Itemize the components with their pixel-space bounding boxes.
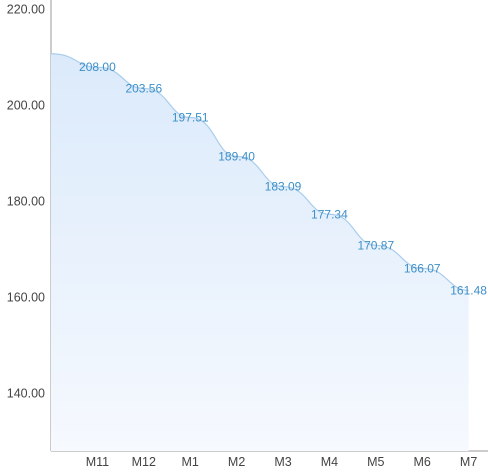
x-tick-label: M3 bbox=[274, 455, 291, 469]
x-tick-label: M4 bbox=[321, 455, 338, 469]
x-tick-label: M2 bbox=[228, 455, 245, 469]
data-label: 189.40 bbox=[218, 149, 255, 163]
series-area bbox=[50, 53, 469, 451]
data-label: 170.87 bbox=[357, 238, 394, 252]
data-label: 183.09 bbox=[265, 180, 302, 194]
data-label: 161.48 bbox=[450, 283, 487, 297]
area-fill bbox=[51, 53, 469, 451]
x-tick-label: M6 bbox=[414, 455, 431, 469]
y-tick-label: 180.00 bbox=[7, 195, 45, 209]
data-label: 208.00 bbox=[79, 60, 116, 74]
series-line bbox=[50, 53, 469, 291]
x-tick-label: M12 bbox=[132, 455, 156, 469]
x-tick-label: M7 bbox=[460, 455, 477, 469]
data-label: 197.51 bbox=[172, 110, 209, 124]
data-label: 177.34 bbox=[311, 207, 348, 221]
y-tick-label: 200.00 bbox=[7, 99, 45, 113]
y-tick-label: 140.00 bbox=[7, 386, 45, 400]
x-tick-label: M5 bbox=[367, 455, 384, 469]
y-axis: 140.00 160.00 180.00 200.00 220.00 bbox=[7, 0, 52, 451]
x-tick-label: M11 bbox=[86, 455, 109, 469]
y-tick-label: 160.00 bbox=[7, 290, 45, 304]
x-axis: M11 M12 M1 M2 M3 M4 M5 M6 M7 bbox=[51, 450, 488, 469]
data-label: 166.07 bbox=[404, 261, 441, 275]
y-tick-label: 220.00 bbox=[7, 3, 45, 17]
x-tick-label: M1 bbox=[182, 455, 199, 469]
data-labels: 208.00 203.56 197.51 189.40 183.09 177.34 170.… bbox=[79, 60, 487, 297]
data-label: 203.56 bbox=[125, 81, 162, 95]
